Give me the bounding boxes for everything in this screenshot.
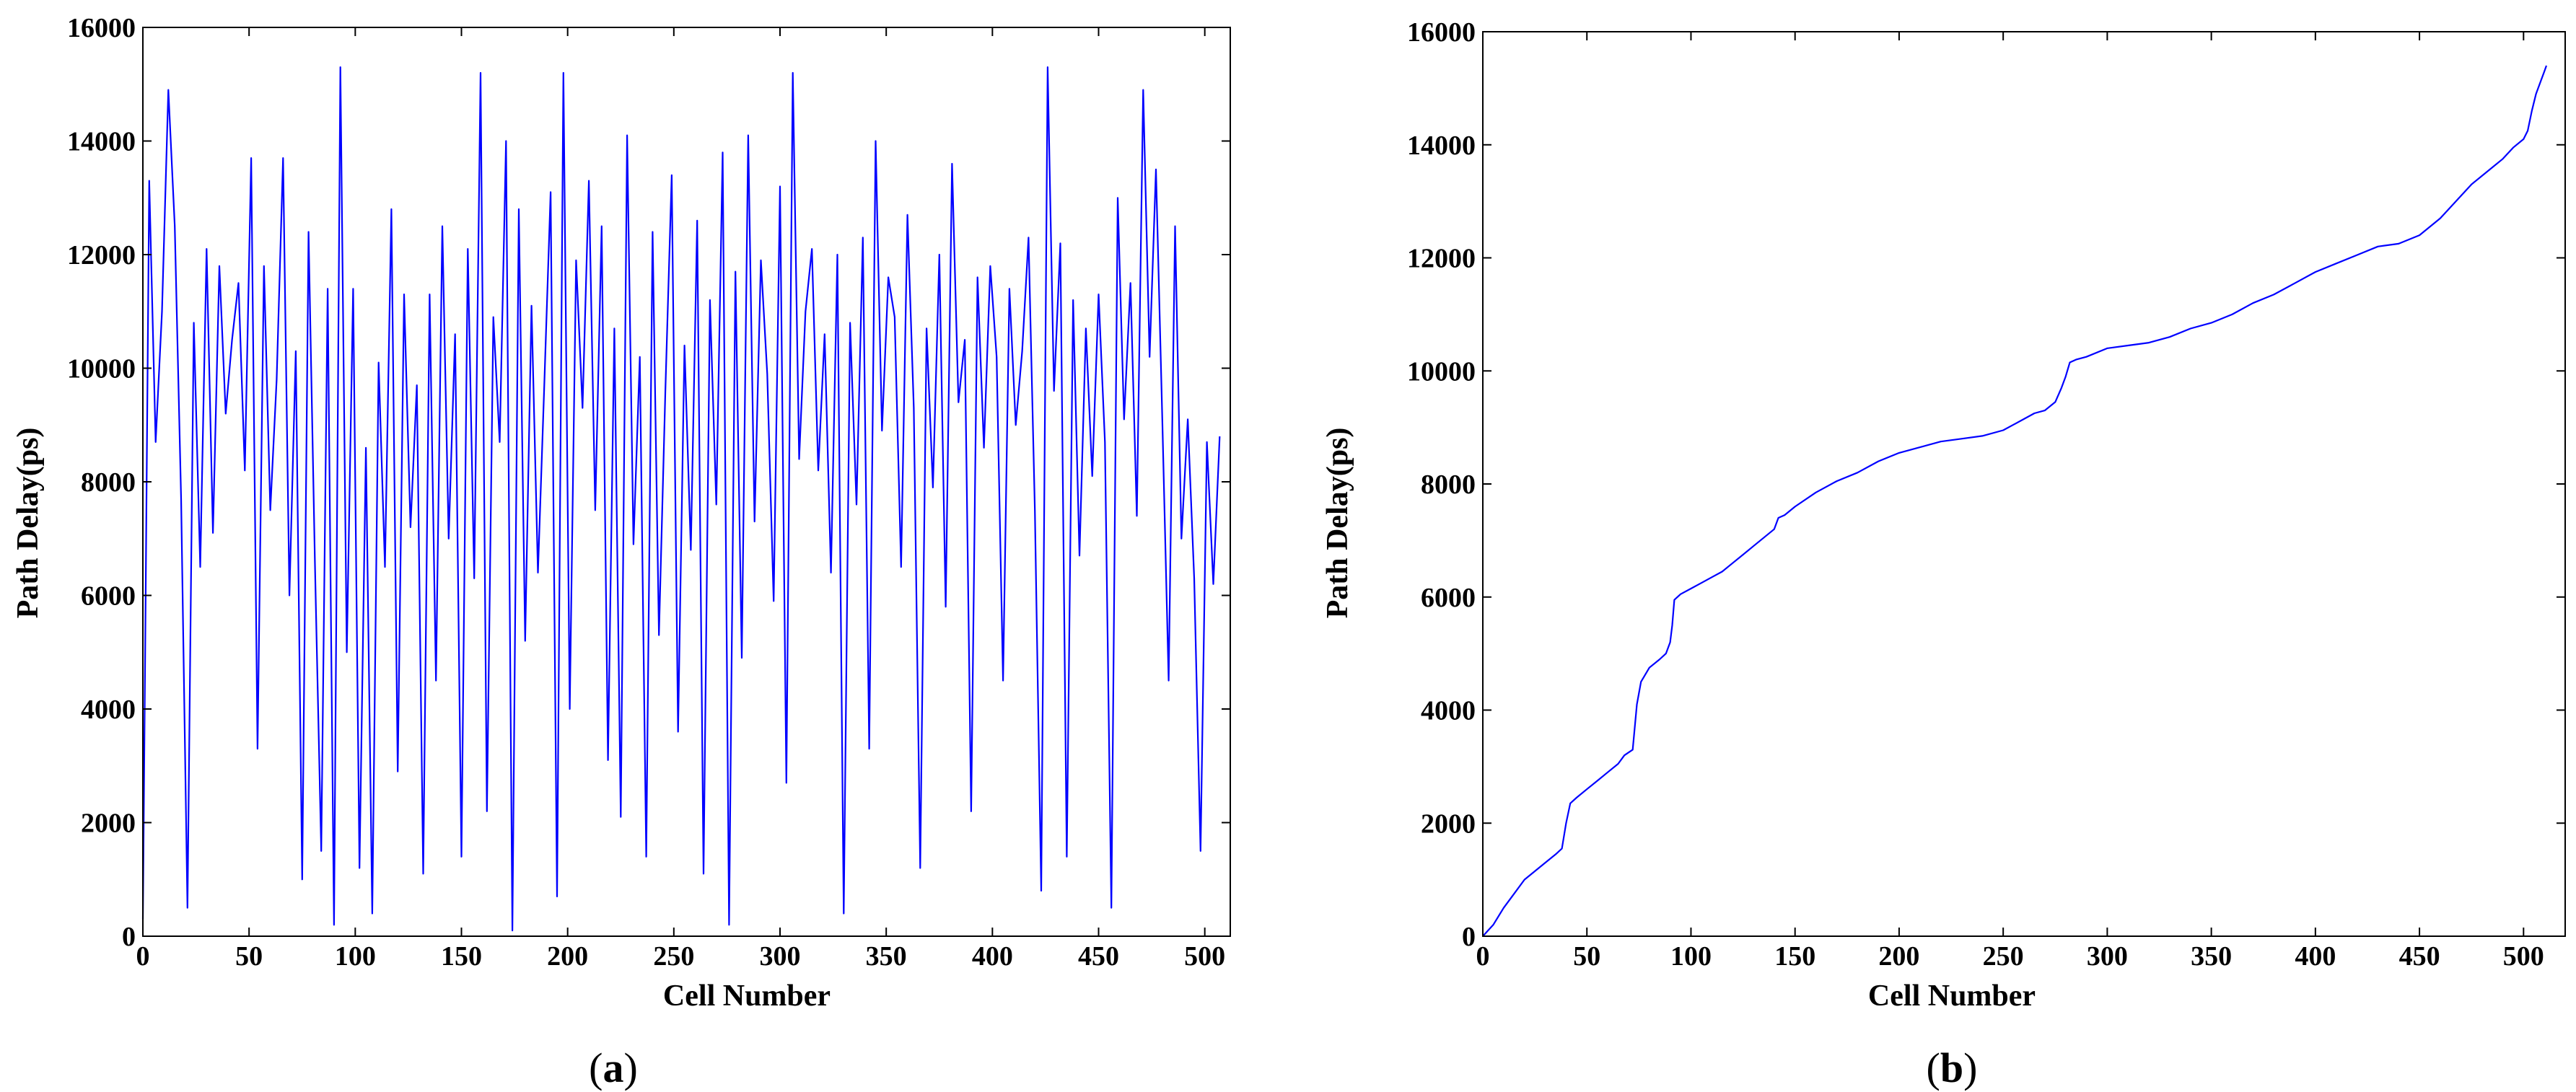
chart-panel-a: Path Delay(ps) Cell Number (a) 0 50 100 150… — [12, 13, 1231, 1091]
y-tick-label: 2000 — [81, 809, 136, 839]
y-tick-label: 16000 — [67, 13, 136, 43]
series-line — [141, 66, 1221, 932]
x-tick-label: 100 — [335, 941, 376, 972]
y-tick-label: 6000 — [1421, 583, 1476, 613]
x-tick-label: 0 — [1476, 941, 1490, 972]
x-axis-label: Cell Number — [663, 979, 831, 1013]
x-tick-label: 450 — [1078, 941, 1119, 972]
y-tick-label: 0 — [122, 922, 136, 952]
y-axis-label: Path Delay(ps) — [12, 428, 45, 619]
y-tick-label: 14000 — [67, 127, 136, 157]
x-tick-label: 350 — [2191, 941, 2232, 972]
x-tick-label: 50 — [235, 941, 263, 972]
x-tick-label: 250 — [653, 941, 694, 972]
x-tick-label: 450 — [2399, 941, 2440, 972]
plot-frame — [1482, 31, 2566, 937]
x-tick-label: 300 — [2087, 941, 2128, 972]
chart-panel-b: Path Delay(ps) Cell Number (b) 0 50 100 150… — [1288, 0, 2576, 1092]
y-tick-label: 0 — [1462, 922, 1476, 952]
y-tick-label: 16000 — [1407, 17, 1476, 48]
y-tick-label: 12000 — [1407, 244, 1476, 274]
x-tick-label: 400 — [2295, 941, 2336, 972]
y-tick-label: 8000 — [81, 467, 136, 498]
x-axis-label: Cell Number — [1868, 979, 2036, 1013]
chart-b: Path Delay(ps) Cell Number (b) 0 50 100 150… — [1321, 17, 2566, 1091]
x-tick-label: 50 — [1573, 941, 1600, 972]
y-tick-label: 10000 — [67, 354, 136, 384]
y-axis-label: Path Delay(ps) — [1321, 428, 1354, 619]
y-tick-label: 6000 — [81, 581, 136, 612]
caption-b: (b) — [1927, 1044, 1978, 1091]
x-tick-label: 250 — [1983, 941, 2024, 972]
y-tick-label: 4000 — [1421, 696, 1476, 726]
y-axis-label-text: Path Delay(ps) — [1321, 428, 1354, 619]
x-tick-label: 200 — [547, 941, 588, 972]
x-tick-label: 500 — [2503, 941, 2544, 972]
x-tick-label: 100 — [1670, 941, 1712, 972]
y-tick-label: 14000 — [1407, 131, 1476, 161]
x-tick-label: 350 — [866, 941, 907, 972]
x-tick-label: 500 — [1184, 941, 1225, 972]
y-tick-label: 10000 — [1407, 356, 1476, 387]
x-tick-label: 200 — [1878, 941, 1919, 972]
y-axis-label-text: Path Delay(ps) — [12, 428, 45, 619]
y-tick-label: 4000 — [81, 695, 136, 725]
caption-a: (a) — [589, 1044, 638, 1091]
chart-a: Path Delay(ps) Cell Number (a) 0 50 100 150… — [12, 13, 1231, 1091]
x-tick-label: 150 — [441, 941, 482, 972]
y-tick-label: 2000 — [1421, 809, 1476, 839]
x-tick-label: 300 — [760, 941, 801, 972]
series-line — [1482, 65, 2548, 937]
y-tick-label: 8000 — [1421, 470, 1476, 500]
x-tick-label: 150 — [1774, 941, 1815, 972]
x-tick-label: 400 — [972, 941, 1013, 972]
x-tick-label: 0 — [136, 941, 150, 972]
y-tick-label: 12000 — [67, 240, 136, 270]
